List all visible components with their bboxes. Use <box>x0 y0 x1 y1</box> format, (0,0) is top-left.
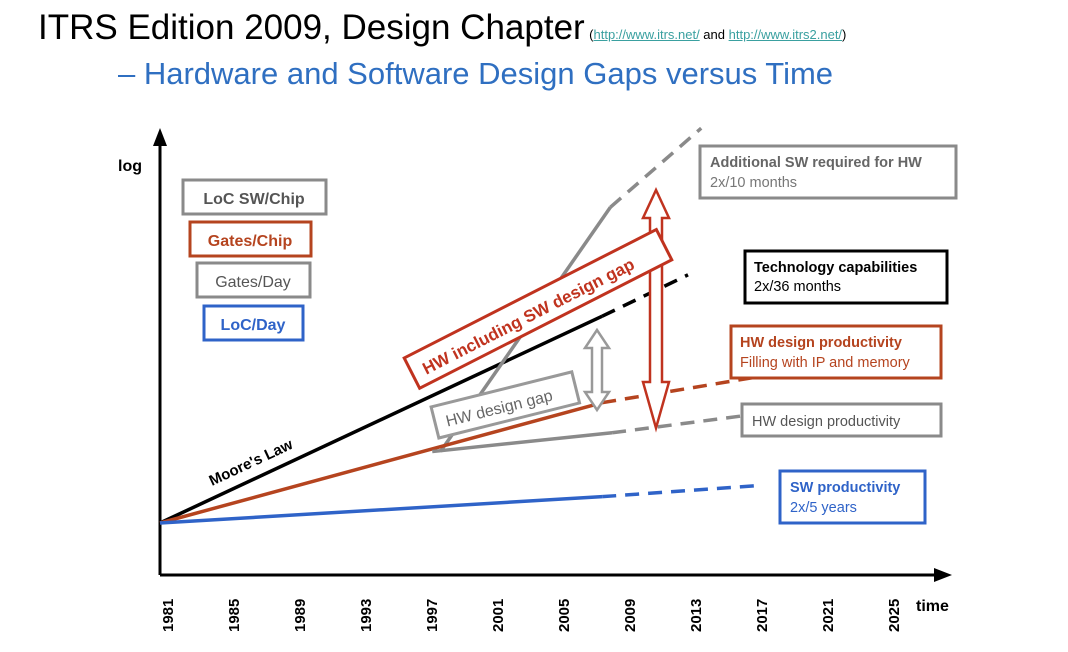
gap-arrows <box>582 187 671 433</box>
hw-gap-arrow <box>582 327 612 413</box>
x-tick-1985: 1985 <box>226 599 243 632</box>
slide-title: ITRS Edition 2009, Design Chapter (http:… <box>38 8 846 48</box>
x-tick-2005: 2005 <box>556 599 573 632</box>
x-tick-2021: 2021 <box>820 599 837 632</box>
links-and: and <box>699 27 729 42</box>
annotation-technology-rate: 2x/36 months <box>754 279 841 295</box>
x-axis-arrow <box>934 568 952 582</box>
annotation-box-sw-prod <box>778 469 927 525</box>
x-tick-2001: 2001 <box>490 599 507 632</box>
x-tick-1997: 1997 <box>424 599 441 632</box>
series-2-solid <box>159 400 603 525</box>
annotation-sw-prod-rate: 2x/5 years <box>790 500 857 516</box>
slide-subtitle: – Hardware and Software Design Gaps vers… <box>118 56 834 91</box>
annotation-additional-sw-rate: 2x/10 months <box>710 175 797 191</box>
legend-box-loc-sw <box>181 178 328 216</box>
legend-loc-day: LoC/Day <box>221 317 286 334</box>
legend-gates-chip: Gates/Chip <box>208 233 293 250</box>
hw-sw-gap-box <box>402 227 674 391</box>
legend: LoC SW/Chip Gates/Chip Gates/Day LoC/Day <box>181 178 328 342</box>
annotation-hw-ip: HW design productivity <box>740 335 902 351</box>
annotation-box-additional-sw <box>698 144 958 200</box>
series-3-dashed <box>611 412 758 435</box>
itrs-link[interactable]: http://www.itrs.net/ <box>593 27 700 42</box>
x-tick-1989: 1989 <box>292 599 309 632</box>
series-2-dashed <box>601 374 761 405</box>
links-close: ) <box>842 27 847 42</box>
series-0-solid <box>159 314 603 525</box>
legend-box-loc-day <box>202 304 305 342</box>
series-layer <box>159 126 761 525</box>
annotations: Additional SW required for HW 2x/10 mont… <box>698 144 958 525</box>
y-axis-arrow <box>153 128 167 146</box>
annotation-technology: Technology capabilities <box>754 260 917 276</box>
x-tick-2013: 2013 <box>688 599 705 632</box>
annotation-hw-ip-sub: Filling with IP and memory <box>740 355 911 371</box>
hw-sw-gap-arrow <box>641 187 671 433</box>
annotation-sw-prod: SW productivity <box>790 480 900 496</box>
x-tick-2025: 2025 <box>886 599 903 632</box>
x-tick-2009: 2009 <box>622 599 639 632</box>
links-open: ( <box>589 27 594 42</box>
x-axis-label: time <box>916 598 949 615</box>
x-tick-1981: 1981 <box>160 599 177 632</box>
series-4-dashed <box>602 483 761 499</box>
title-links: (http://www.itrs.net/ and http://www.itr… <box>589 27 846 42</box>
legend-box-gates-chip <box>188 220 313 258</box>
annotation-hw-prod: HW design productivity <box>752 414 901 430</box>
annotation-additional-sw: Additional SW required for HW <box>710 155 922 171</box>
series-1-dashed <box>609 126 703 209</box>
title-main: ITRS Edition 2009, Design Chapter <box>38 8 585 47</box>
x-tick-2017: 2017 <box>754 599 771 632</box>
annotation-box-hw-ip <box>729 324 943 380</box>
y-axis-label: log <box>118 158 142 175</box>
annotation-box-technology <box>743 249 949 305</box>
itrs2-link[interactable]: http://www.itrs2.net/ <box>728 27 843 42</box>
annotation-box-hw-prod <box>740 402 943 438</box>
legend-gates-day: Gates/Day <box>215 274 291 291</box>
series-4-solid <box>159 494 603 525</box>
x-tick-labels: 1981 1985 1989 1993 1997 2001 2005 2009 2013 2017… <box>160 599 903 632</box>
series-0-dashed <box>601 273 689 318</box>
series-3-solid <box>432 431 613 454</box>
legend-loc-sw-chip: LoC SW/Chip <box>203 191 305 208</box>
hw-gap-box <box>429 370 582 440</box>
x-tick-1993: 1993 <box>358 599 375 632</box>
legend-box-gates-day <box>195 261 312 299</box>
hw-sw-gap-label-group: HW including SW design gap <box>402 227 674 391</box>
